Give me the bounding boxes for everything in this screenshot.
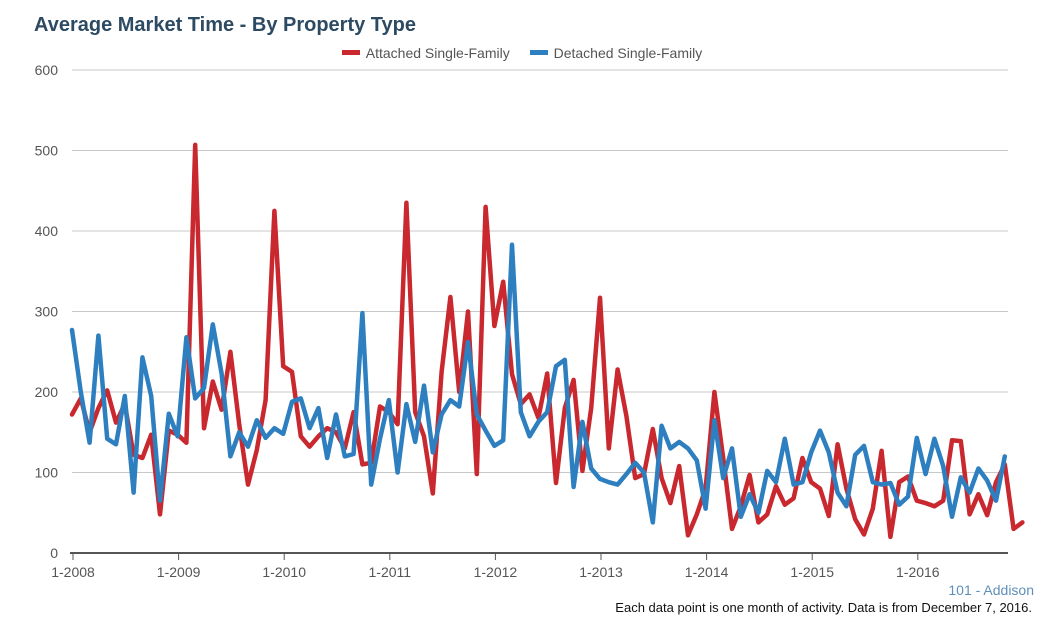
series-line-detached[interactable]: [69, 242, 1008, 525]
x-tick-label: 1-2011: [369, 564, 412, 580]
legend: Attached Single-Family Detached Single-F…: [0, 42, 1044, 61]
x-tick-label: 1-2013: [579, 564, 623, 580]
x-tick-label: 1-2010: [262, 564, 306, 580]
legend-label-attached: Attached Single-Family: [365, 44, 510, 61]
legend-swatch-attached: [341, 50, 360, 55]
series-lines: [69, 142, 1025, 540]
legend-item-detached[interactable]: Detached Single-Family: [529, 44, 703, 61]
x-tick-label: 1-2009: [157, 564, 201, 580]
legend-item-attached[interactable]: Attached Single-Family: [341, 44, 510, 61]
footnote: Each data point is one month of activity…: [615, 600, 1032, 615]
y-tick-label: 400: [35, 223, 59, 239]
axes: 0 100 200 300 400 500 600 1-2008 1-2009 1-2010 1-2…: [35, 62, 1008, 580]
series-line-attached[interactable]: [69, 142, 1025, 540]
source-label: 101 - Addison: [948, 582, 1034, 598]
x-tick-label: 1-2012: [474, 564, 518, 580]
y-tick-label: 100: [35, 465, 59, 481]
x-tick-label: 1-2016: [896, 564, 940, 580]
y-tick-label: 600: [35, 62, 59, 78]
legend-label-detached: Detached Single-Family: [553, 44, 703, 61]
y-tick-label: 300: [35, 304, 59, 320]
y-tick-label: 0: [50, 545, 58, 561]
y-tick-label: 200: [35, 384, 59, 400]
legend-swatch-detached: [529, 50, 548, 55]
x-tick-label: 1-2015: [790, 564, 834, 580]
y-tick-label: 500: [35, 143, 59, 159]
chart-title: Average Market Time - By Property Type: [34, 14, 416, 36]
x-tick-label: 1-2008: [51, 564, 95, 580]
x-tick-label: 1-2014: [685, 564, 729, 580]
